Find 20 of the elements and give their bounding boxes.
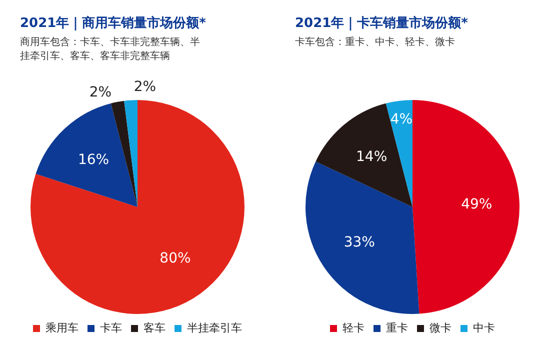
legend-label: 卡车 (100, 321, 122, 334)
chart-title: 2021年｜卡车销量市场份额* (295, 14, 468, 32)
data-label: 2% (89, 84, 112, 101)
legend-label: 重卡 (386, 321, 408, 334)
chart-title: 2021年｜商用车销量市场份额* (20, 14, 206, 32)
data-label: 49% (461, 196, 492, 213)
legend-label: 半挂牵引车 (187, 321, 242, 334)
legend-label: 中卡 (473, 321, 495, 334)
legend-label: 轻卡 (342, 321, 364, 334)
data-label: 4% (390, 112, 413, 128)
data-label: 33% (344, 234, 375, 251)
legend-label: 微卡 (430, 321, 452, 334)
chart-subtitle: 卡车包含：重卡、中卡、轻卡、微卡 (295, 36, 456, 50)
data-label: 2% (134, 78, 156, 95)
data-label: 16% (78, 152, 110, 168)
legend-label: 客车 (144, 321, 166, 334)
chart-subtitle: 商用车包含：卡车、卡车非完整车辆、半挂牵引车、客车、客车非完整车辆 (20, 36, 200, 64)
legend-label: 乘用车 (46, 321, 78, 334)
data-label: 80% (160, 250, 191, 267)
data-label: 14% (356, 149, 388, 166)
